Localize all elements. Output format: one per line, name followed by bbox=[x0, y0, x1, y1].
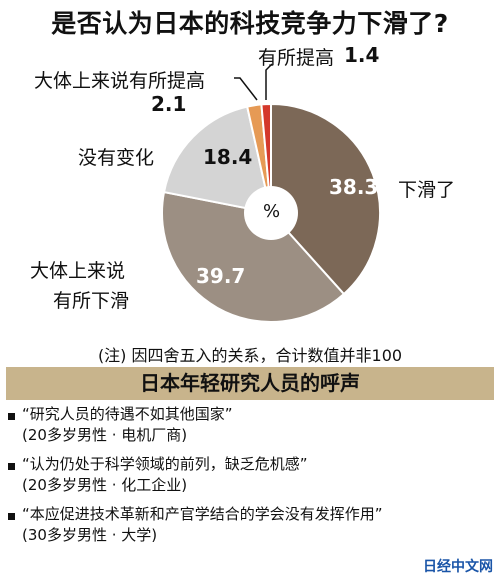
bullet-icon bbox=[8, 463, 15, 470]
pie-slice bbox=[162, 105, 273, 215]
pie-center-hole bbox=[244, 186, 298, 240]
value-label-slight-slide: 39.7 bbox=[196, 264, 246, 288]
chart-title: 是否认为日本的科技竞争力下滑了? bbox=[51, 9, 449, 38]
quote-source: (20多岁男性 · 化工企业) bbox=[22, 476, 188, 494]
label-up: 有所提高 bbox=[258, 47, 335, 69]
quote-source: (30多岁男性 · 大学) bbox=[22, 526, 158, 544]
pie-slice bbox=[260, 102, 272, 214]
quote-source: (20多岁男性 · 电机厂商) bbox=[22, 426, 188, 444]
bullet-icon bbox=[8, 513, 15, 520]
pie-chart bbox=[161, 63, 381, 323]
pie-center-label: % bbox=[263, 201, 281, 222]
quote-list: “研究人员的待遇不如其他国家” (20多岁男性 · 电机厂商) “认为仍处于科学… bbox=[6, 404, 494, 554]
pie-slice bbox=[270, 102, 381, 296]
pie-slice bbox=[161, 190, 346, 323]
label-no-change: 没有变化 bbox=[78, 147, 155, 169]
bullet-icon bbox=[8, 413, 15, 420]
value-label-slide: 38.3 bbox=[329, 175, 379, 199]
value-label-no-change: 18.4 bbox=[203, 145, 253, 169]
value-label-slight-up: 2.1 bbox=[151, 92, 187, 116]
quote-text: “研究人员的待遇不如其他国家” bbox=[22, 405, 233, 423]
leader-line-slight-up bbox=[234, 77, 258, 101]
leader-line-up bbox=[265, 63, 273, 100]
site-logo: 日经中文网 bbox=[420, 555, 496, 577]
label-slight-slide-line1: 大体上来说 bbox=[30, 260, 126, 282]
quote-text: “本应促进技术革新和产官学结合的学会没有发挥作用” bbox=[22, 505, 383, 523]
footnote: (注) 因四舍五入的关系，合计数值并非100 bbox=[97, 346, 403, 365]
label-slight-up: 大体上来说有所提高 bbox=[34, 70, 206, 92]
quote-item: “认为仍处于科学领域的前列，缺乏危机感” (20多岁男性 · 化工企业) bbox=[6, 454, 494, 496]
quote-item: “研究人员的待遇不如其他国家” (20多岁男性 · 电机厂商) bbox=[6, 404, 494, 446]
label-slight-slide-line2: 有所下滑 bbox=[53, 290, 130, 312]
quote-text: “认为仍处于科学领域的前列，缺乏危机感” bbox=[22, 455, 308, 473]
value-label-up: 1.4 bbox=[344, 43, 380, 67]
quote-item: “本应促进技术革新和产官学结合的学会没有发挥作用” (30多岁男性 · 大学) bbox=[6, 504, 494, 546]
section-banner: 日本年轻研究人员的呼声 bbox=[6, 367, 494, 400]
label-slide: 下滑了 bbox=[398, 179, 456, 201]
